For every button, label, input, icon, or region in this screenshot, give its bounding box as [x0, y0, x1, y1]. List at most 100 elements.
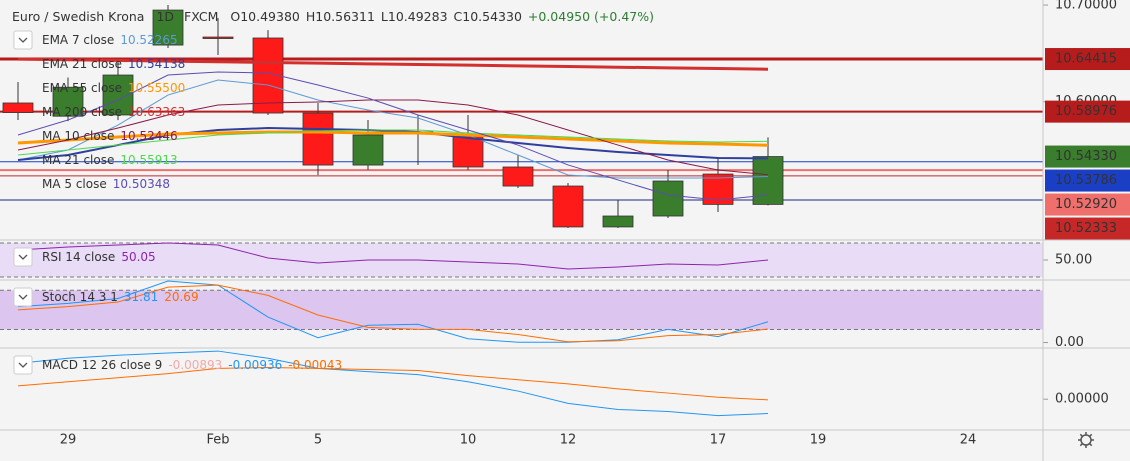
legend-value: 10.55913	[120, 153, 177, 167]
x-tick-label: 29	[60, 433, 77, 448]
indicator-line	[17, 71, 769, 201]
candle-body	[352, 134, 384, 166]
interval: 1D	[156, 9, 174, 24]
symbol: Euro / Swedish Krona	[12, 9, 144, 24]
legend-value: 10.63363	[128, 105, 185, 119]
legend-entry: EMA 7 close 10.52265	[42, 33, 178, 47]
legend-entry: MACD 12 26 close 9 -0.00893 -0.00936 -0.000…	[42, 358, 342, 372]
indicator-line	[17, 99, 769, 176]
price-label: 10.64415	[1055, 52, 1117, 67]
legend-entry: Stoch 14 3 1 31.81 20.69	[42, 290, 199, 304]
legend-toggle-icon	[18, 294, 28, 300]
settings-icon[interactable]	[1078, 432, 1094, 448]
legend-name: EMA 7 close	[42, 33, 114, 47]
legend-toggle-icon	[18, 37, 28, 43]
price-label-box	[1045, 217, 1130, 240]
x-tick-label: 24	[960, 433, 977, 448]
legend-value: 10.50348	[113, 177, 170, 191]
legend-name: MA 21 close	[42, 153, 114, 167]
legend-name: MA 5 close	[42, 177, 107, 191]
legend-entry: MA 10 close 10.52446	[42, 129, 178, 143]
legend-entry: MA 5 close 10.50348	[42, 177, 170, 191]
price-label: 10.54330	[1055, 149, 1117, 164]
candle-body	[752, 156, 784, 205]
legend-entry: EMA 21 close 10.54138	[42, 57, 185, 71]
price-label-box	[1045, 169, 1130, 192]
legend-value: 10.52265	[120, 33, 177, 47]
legend-name: MA 200 close	[42, 105, 122, 119]
legend-name: Stoch 14 3 1	[42, 290, 118, 304]
candle-body	[452, 134, 484, 168]
y-tick-label: 0.00000	[1055, 392, 1109, 407]
legend-value: 20.69	[164, 290, 198, 304]
legend-toggle[interactable]	[13, 30, 33, 50]
change: +0.04950 (+0.47%)	[528, 9, 654, 24]
price-label: 10.58976	[1055, 104, 1117, 119]
price-label: 10.52920	[1055, 197, 1117, 212]
indicator-line	[17, 284, 769, 343]
price-label-box	[1045, 145, 1130, 168]
indicator-line	[17, 129, 769, 156]
candle-body	[52, 86, 84, 117]
band-fill	[0, 290, 1043, 330]
candle-body	[552, 185, 584, 228]
indicator-line	[17, 57, 769, 71]
indicator-line	[17, 280, 769, 343]
x-tick-label: 17	[710, 433, 727, 448]
legend-toggle-icon	[18, 254, 28, 260]
candle-body	[652, 180, 684, 217]
legend-value: -0.00043	[288, 358, 342, 372]
legend-entry: MA 200 close 10.63363	[42, 105, 185, 119]
legend-name: MACD 12 26 close 9	[42, 358, 162, 372]
y-tick-label: 10.70000	[1055, 0, 1117, 13]
legend-entry: MA 21 close 10.55913	[42, 153, 178, 167]
legend-name: RSI 14 close	[42, 250, 115, 264]
legend-toggle[interactable]	[13, 247, 33, 267]
legend-toggle-icon	[18, 362, 28, 368]
price-label: 10.52333	[1055, 221, 1117, 236]
candle-body	[502, 166, 534, 187]
x-tick-label: 5	[314, 433, 322, 448]
header: Euro / Swedish Krona 1D FXCM O10.49380 H10.5…	[12, 9, 654, 24]
price-label-box	[1045, 193, 1130, 216]
price-label: 10.53786	[1055, 173, 1117, 188]
indicator-line	[17, 130, 769, 147]
legend-toggle[interactable]	[13, 287, 33, 307]
legend-name: MA 10 close	[42, 129, 114, 143]
legend-value: 10.52446	[120, 129, 177, 143]
indicator-line	[17, 79, 769, 179]
y-tick-label: 0.00	[1055, 335, 1084, 350]
candle-body	[152, 9, 184, 46]
ohlc-open: O10.49380	[230, 9, 300, 24]
legend-toggle[interactable]	[13, 355, 33, 375]
legend-name: EMA 55 close	[42, 81, 122, 95]
x-tick-label: 19	[810, 433, 827, 448]
exchange: FXCM	[184, 9, 218, 24]
indicator-line	[17, 350, 769, 417]
legend-entry: EMA 55 close 10.55500	[42, 81, 185, 95]
indicator-line	[17, 366, 769, 401]
legend-name: EMA 21 close	[42, 57, 122, 71]
price-label-box	[1045, 48, 1130, 71]
x-tick-label: Feb	[206, 433, 229, 448]
x-tick-label: 10	[460, 433, 477, 448]
legend-value: -0.00936	[228, 358, 282, 372]
y-tick-label: 50.00	[1055, 253, 1092, 268]
legend-value: -0.00893	[168, 358, 222, 372]
x-tick-label: 12	[560, 433, 577, 448]
legend-value: 10.54138	[128, 57, 185, 71]
price-label-box	[1045, 100, 1130, 123]
legend-value: 50.05	[121, 250, 155, 264]
ohlc-close: C10.54330	[454, 9, 522, 24]
candle-body	[2, 102, 34, 113]
legend-value: 10.55500	[128, 81, 185, 95]
candle-body	[302, 112, 334, 166]
candle-body	[202, 36, 234, 39]
legend-value: 31.81	[124, 290, 158, 304]
candle-body	[602, 215, 634, 228]
price-axis: 10.7000010.6000010.6441510.5897610.54330…	[1043, 0, 1130, 407]
band-fill	[0, 242, 1043, 278]
